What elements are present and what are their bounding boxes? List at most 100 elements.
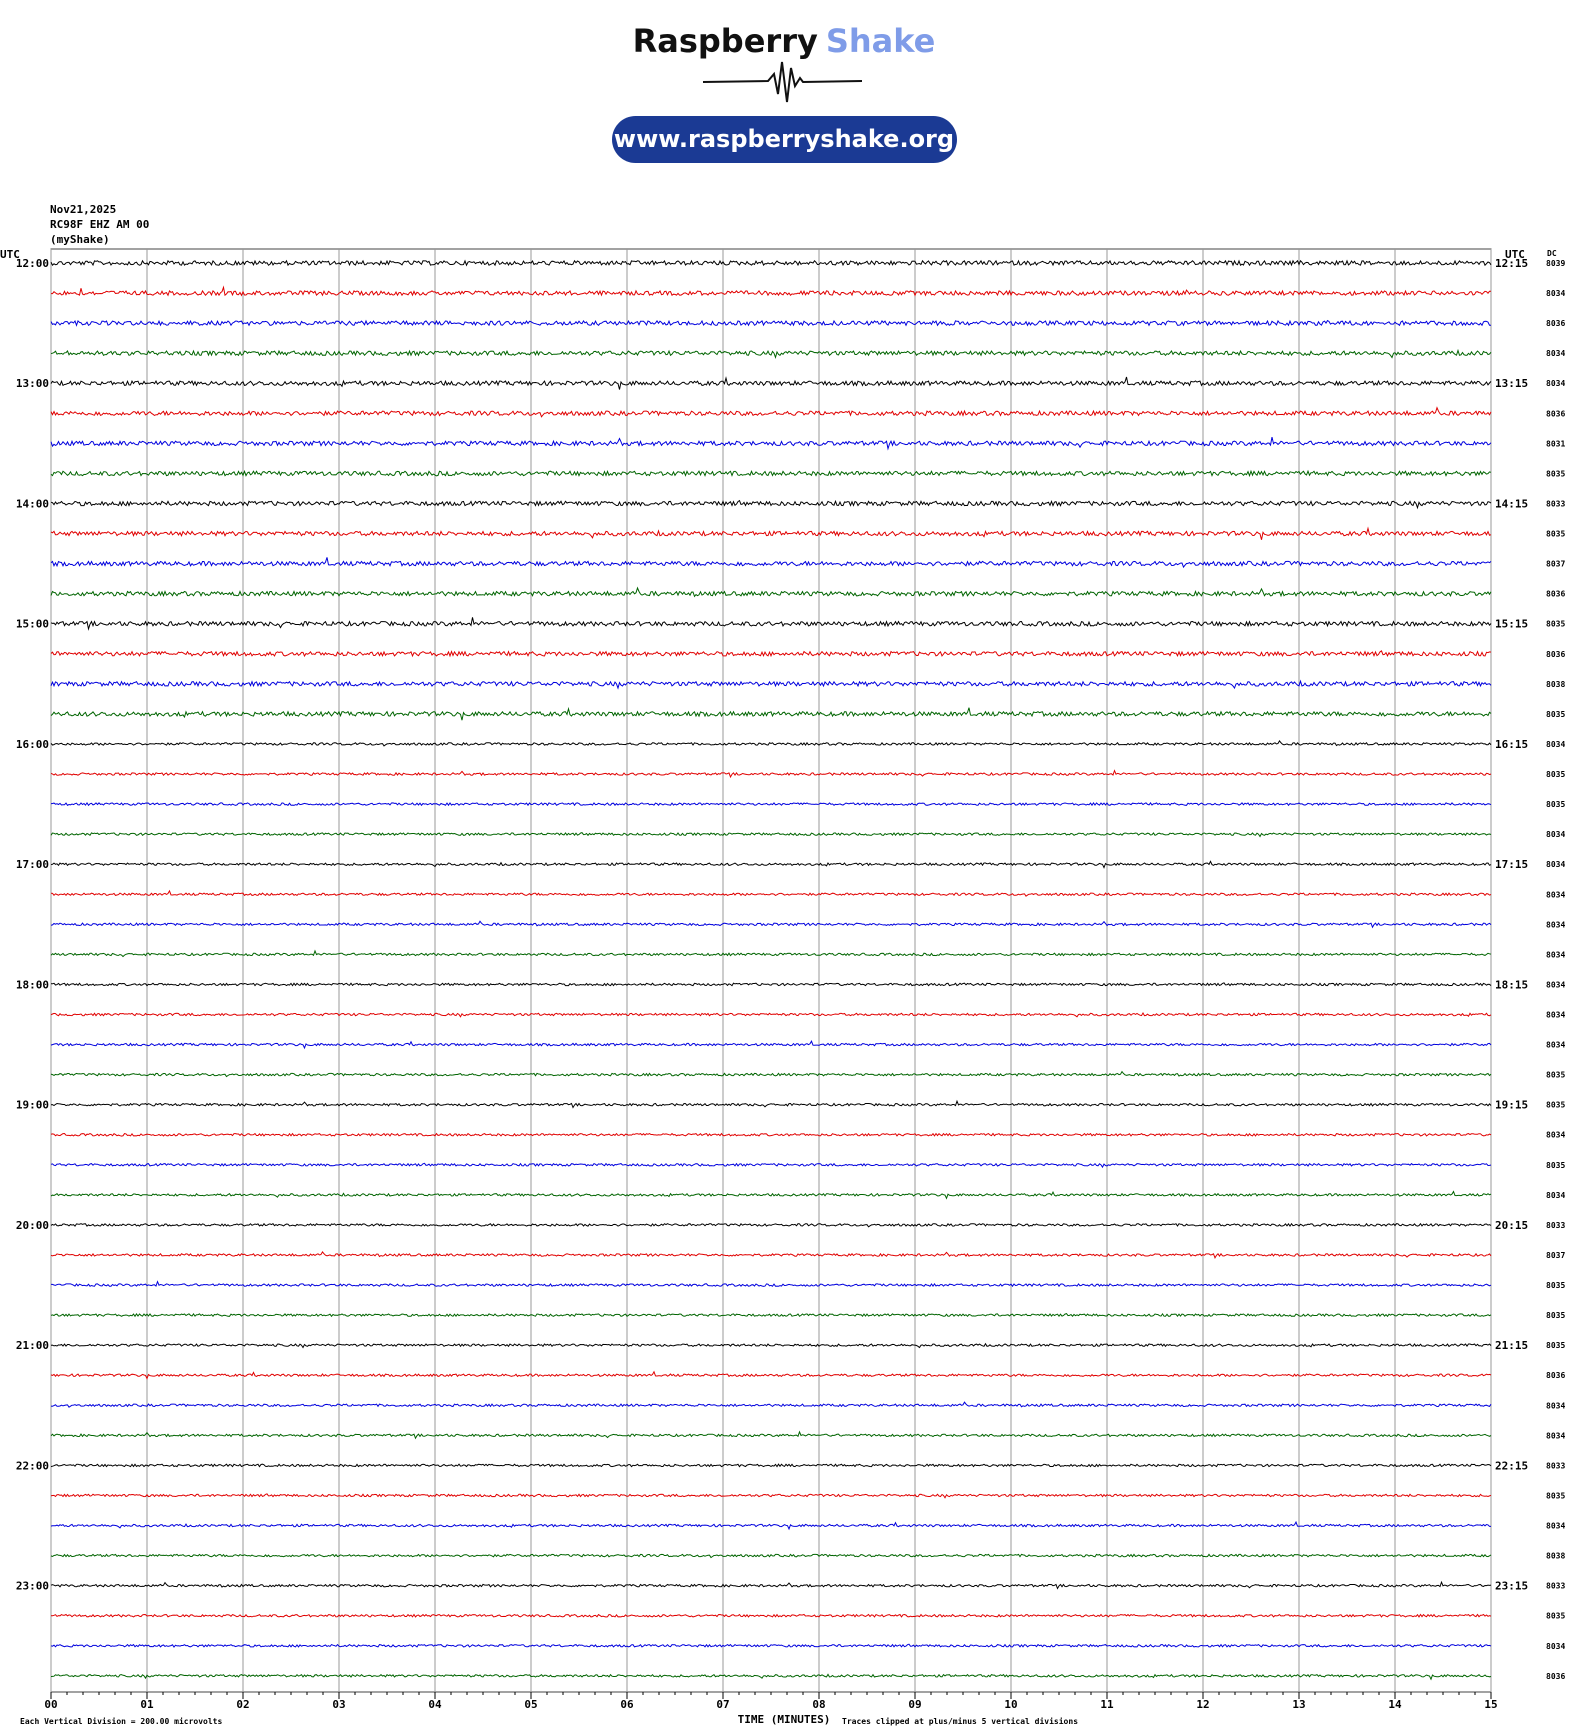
- trace: [50, 1162, 1492, 1169]
- dc-value: 8035: [1546, 710, 1565, 719]
- x-tick-label: 12: [1196, 1698, 1209, 1711]
- dc-value: 8036: [1546, 1371, 1565, 1380]
- hour-label-left: 20:00: [16, 1219, 49, 1232]
- trace: [50, 1251, 1492, 1259]
- dc-value: 8034: [1546, 1642, 1565, 1651]
- x-tick-label: 03: [332, 1698, 345, 1711]
- dc-value: 8034: [1546, 920, 1565, 929]
- hour-label-right: 13:15: [1495, 377, 1528, 390]
- trace: [50, 319, 1491, 327]
- plot-frame: [50, 248, 1492, 1693]
- x-tick-label: 02: [236, 1698, 249, 1711]
- hour-label-left: 18:00: [16, 978, 49, 991]
- x-tick-label: 06: [620, 1698, 634, 1711]
- dc-value: 8034: [1546, 830, 1565, 839]
- trace: [50, 1580, 1492, 1590]
- x-tick-label: 00: [44, 1698, 57, 1711]
- trace: [50, 1190, 1492, 1200]
- right-unit: UTC: [1505, 248, 1525, 261]
- brand: Raspberry Shake: [633, 22, 936, 60]
- hour-label-left: 15:00: [16, 618, 49, 631]
- trace: [50, 1553, 1492, 1559]
- x-title: TIME (MINUTES): [738, 1713, 831, 1726]
- trace: [50, 586, 1492, 598]
- hour-label-right: 17:15: [1495, 858, 1528, 871]
- trace: [50, 1463, 1492, 1468]
- dc-value: 8034: [1546, 950, 1565, 959]
- x-tick-label: 10: [1004, 1698, 1017, 1711]
- dc-value: 8033: [1546, 1461, 1565, 1470]
- brand-light: Shake: [826, 22, 936, 60]
- x-tick-label: 01: [140, 1698, 154, 1711]
- hour-label-right: 21:15: [1495, 1339, 1528, 1352]
- hour-label-right: 15:15: [1495, 618, 1528, 631]
- trace: [50, 920, 1492, 929]
- dc-value: 8037: [1546, 560, 1565, 569]
- trace: [50, 769, 1492, 779]
- trace: [51, 1280, 1492, 1288]
- trace: [50, 801, 1492, 807]
- dc-value: 8034: [1546, 1131, 1565, 1140]
- trace: [50, 1430, 1492, 1440]
- trace: [50, 650, 1492, 658]
- hour-label-left: 12:00: [16, 257, 49, 270]
- dc-value: 8034: [1546, 289, 1565, 298]
- dc-value: 8034: [1546, 1522, 1565, 1531]
- trace: [50, 1342, 1492, 1349]
- dc-value: 8039: [1546, 259, 1565, 268]
- trace: [50, 499, 1492, 510]
- hour-label-left: 14:00: [16, 497, 49, 510]
- x-tick-label: 15: [1484, 1698, 1497, 1711]
- date: Nov21,2025: [50, 203, 116, 216]
- trace: [50, 259, 1492, 267]
- dc-value: 8036: [1546, 650, 1565, 659]
- dc-value: 8034: [1546, 1011, 1565, 1020]
- trace: [50, 1222, 1492, 1228]
- dc-value: 8035: [1546, 1341, 1565, 1350]
- hour-label-right: 20:15: [1495, 1219, 1528, 1232]
- dc-value: 8034: [1546, 980, 1565, 989]
- trace: [50, 436, 1492, 451]
- hour-label-right: 16:15: [1495, 738, 1528, 751]
- x-tick-label: 13: [1292, 1698, 1305, 1711]
- trace: [50, 1099, 1492, 1109]
- dc-value: 8035: [1546, 1101, 1565, 1110]
- trace: [50, 1401, 1492, 1408]
- clip-note: Traces clipped at plus/minus 5 vertical …: [842, 1716, 1078, 1726]
- trace: [50, 1011, 1492, 1018]
- trace: [50, 1643, 1492, 1648]
- x-tick-label: 08: [812, 1698, 825, 1711]
- dc-value: 8034: [1546, 890, 1565, 899]
- hour-label-right: 18:15: [1495, 978, 1528, 991]
- trace: [50, 1673, 1492, 1681]
- trace: [50, 1613, 1492, 1618]
- trace: [50, 1312, 1492, 1318]
- dc-value: 8034: [1546, 1191, 1565, 1200]
- trace: [50, 348, 1492, 360]
- x-tick-label: 09: [908, 1698, 921, 1711]
- dc-value: 8033: [1546, 499, 1565, 508]
- trace: [50, 617, 1492, 631]
- hour-label-left: 16:00: [16, 738, 49, 751]
- dc-value: 8035: [1546, 1311, 1565, 1320]
- dc-value: 8035: [1546, 1161, 1565, 1170]
- trace: [50, 526, 1492, 540]
- url: www.raspberryshake.org: [614, 125, 954, 153]
- dc-value: 8037: [1546, 1251, 1565, 1260]
- dc-value: 8036: [1546, 590, 1565, 599]
- trace: [50, 1132, 1492, 1137]
- dc-value: 8035: [1546, 1491, 1565, 1500]
- dc-value: 8035: [1546, 800, 1565, 809]
- trace: [50, 949, 1492, 958]
- trace: [50, 1493, 1492, 1499]
- hour-label-right: 22:15: [1495, 1459, 1528, 1472]
- dc-value: 8034: [1546, 1041, 1565, 1050]
- dc-value: 8036: [1546, 409, 1565, 418]
- dc-value: 8036: [1546, 1672, 1565, 1681]
- dc-value: 8035: [1546, 530, 1565, 539]
- dc-value: 8033: [1546, 1221, 1565, 1230]
- hour-label-right: 14:15: [1495, 497, 1528, 510]
- dc-value: 8035: [1546, 469, 1565, 478]
